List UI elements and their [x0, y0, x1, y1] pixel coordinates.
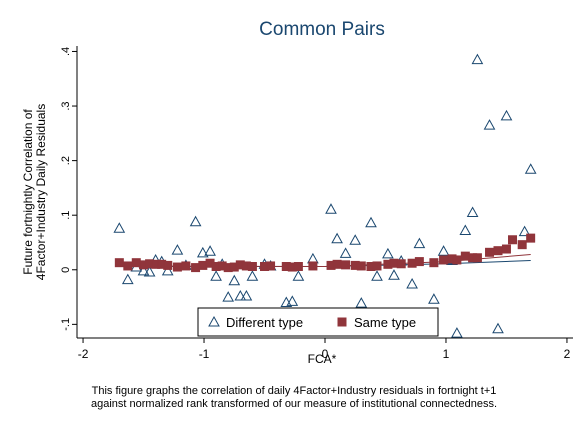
x-axis-label: FCA*	[308, 352, 337, 366]
different-type-point	[492, 322, 504, 334]
legend-square-marker	[337, 317, 347, 327]
different-type-point	[388, 269, 400, 280]
different-type-point	[171, 244, 184, 255]
different-type-point	[189, 215, 202, 227]
different-type-point	[365, 216, 377, 228]
different-type-point	[413, 237, 426, 249]
different-type-point	[428, 293, 440, 304]
different-type-point	[500, 109, 513, 121]
different-type-point	[382, 247, 394, 259]
same-type-point	[472, 253, 482, 263]
axes: -.1 0 .1 .2 .3 .4 -2 -1 0 1 2	[60, 46, 573, 361]
data-points	[113, 53, 537, 338]
legend-triangle-marker	[208, 315, 220, 327]
different-type-point	[121, 273, 134, 285]
chart-title: Common Pairs	[259, 19, 385, 40]
same-type-point	[508, 235, 518, 245]
different-type-point	[234, 289, 247, 301]
different-type-point	[196, 246, 209, 258]
same-type-point	[485, 247, 495, 257]
legend-label-same-type: Same type	[354, 315, 416, 330]
same-type-point	[308, 261, 318, 271]
same-type-point	[414, 257, 424, 267]
different-type-point	[524, 163, 537, 174]
different-type-point	[228, 274, 241, 286]
different-type-point	[222, 291, 235, 302]
same-type-point	[181, 261, 191, 271]
different-type-point	[406, 277, 418, 289]
same-type-point	[293, 262, 303, 272]
y-axis-label: Future fortnightly Correlation of 4Facto…	[21, 104, 48, 280]
different-type-point	[466, 206, 479, 217]
different-type-point	[143, 265, 156, 277]
different-type-point	[437, 245, 450, 256]
different-type-point	[292, 270, 305, 281]
same-type-point	[247, 262, 257, 272]
y-tick-label: -.1	[60, 318, 72, 331]
caption-line-2: against normalized rank transformed of o…	[91, 398, 497, 410]
same-type-point	[372, 261, 382, 271]
different-type-point	[518, 225, 531, 237]
y-tick-label: .2	[60, 156, 72, 165]
different-type-point	[483, 119, 496, 130]
same-type-point	[429, 258, 439, 268]
same-type-point	[493, 246, 503, 256]
x-tick-label: 0	[322, 347, 329, 361]
different-type-point	[137, 264, 150, 276]
y-tick-label: 0	[60, 267, 72, 273]
different-type-point	[471, 53, 484, 65]
legend-label-different-type: Different type	[226, 315, 303, 330]
same-type-point	[266, 261, 276, 271]
different-type-point	[371, 270, 383, 281]
same-type-point	[452, 255, 462, 265]
y-axis-label-line-1: Future fortnightly Correlation of	[21, 109, 35, 275]
y-tick-label: .3	[60, 101, 72, 110]
same-type-point	[526, 233, 536, 243]
y-axis-label-line-2: 4Factor+Industry Daily Residuals	[34, 104, 48, 280]
figure-caption: This figure graphs the correlation of da…	[0, 385, 588, 411]
same-type-point	[517, 240, 527, 250]
different-type-point	[331, 232, 343, 244]
x-tick-label: -1	[199, 347, 210, 361]
different-type-point	[451, 327, 463, 338]
different-type-point	[459, 224, 472, 235]
same-type-point	[341, 260, 351, 270]
same-type-point	[501, 244, 511, 254]
same-type-point	[356, 261, 366, 271]
different-type-point	[210, 270, 222, 281]
same-type-point	[123, 261, 133, 271]
caption-line-1: This figure graphs the correlation of da…	[91, 385, 497, 397]
legend-box	[197, 307, 439, 337]
x-tick-label: 2	[564, 347, 571, 361]
y-tick-label: .1	[60, 211, 72, 220]
x-tick-label: 1	[443, 347, 450, 361]
same-type-point	[163, 260, 173, 270]
same-type-point	[439, 255, 449, 265]
same-type-point	[396, 259, 406, 269]
different-type-point	[204, 245, 216, 256]
different-type-point	[349, 234, 362, 245]
legend: Different type Same type	[197, 307, 439, 337]
different-type-point	[161, 264, 174, 276]
same-type-point	[332, 259, 342, 269]
different-type-point	[240, 289, 253, 301]
y-tick-label: .4	[60, 47, 72, 56]
different-type-point	[113, 222, 126, 233]
different-type-point	[246, 270, 259, 281]
different-type-point	[325, 203, 337, 214]
same-type-point	[172, 262, 182, 272]
same-type-point	[114, 258, 124, 268]
x-tick-label: -2	[78, 347, 89, 361]
different-type-point	[355, 297, 368, 308]
different-type-point	[339, 247, 352, 258]
different-type-point	[286, 295, 299, 306]
